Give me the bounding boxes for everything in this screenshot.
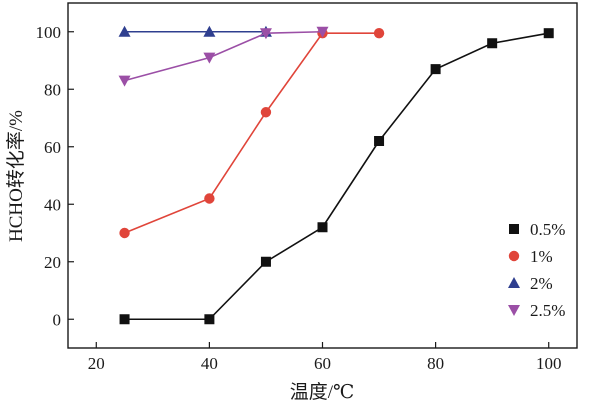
legend-marker — [508, 305, 520, 316]
legend-item: 0.5% — [509, 220, 565, 239]
data-point — [317, 222, 328, 233]
data-point — [543, 28, 554, 39]
legend-label: 0.5% — [530, 220, 565, 239]
data-point — [260, 107, 272, 118]
y-axis-title: HCHO转化率/% — [5, 110, 27, 242]
data-point — [260, 256, 271, 267]
data-point — [316, 26, 329, 38]
x-tick-label: 40 — [201, 354, 218, 373]
legend-item: 2% — [508, 274, 553, 293]
legend-item: 1% — [508, 247, 553, 266]
series-line — [124, 32, 380, 234]
y-tick-label: 20 — [44, 253, 61, 272]
series-line — [124, 30, 323, 82]
x-tick-label: 60 — [314, 354, 331, 373]
y-tick-label: 100 — [36, 23, 62, 42]
series-2% — [118, 25, 272, 37]
y-tick-label: 0 — [53, 310, 62, 329]
data-point — [487, 38, 498, 49]
data-point — [203, 52, 216, 64]
series-layer — [118, 25, 554, 325]
data-point — [204, 193, 215, 204]
data-point — [373, 27, 385, 39]
data-point — [203, 25, 216, 37]
legend-marker — [509, 224, 519, 234]
data-point — [118, 25, 131, 37]
data-point — [430, 64, 441, 75]
series-line — [124, 32, 549, 321]
data-point — [259, 28, 272, 40]
plot-frame — [67, 2, 578, 349]
data-point — [119, 314, 130, 325]
series-2.5% — [118, 26, 329, 87]
data-point — [374, 136, 385, 146]
data-point — [119, 227, 130, 239]
data-point — [118, 75, 131, 87]
y-axis: 0 20 40 60 80 100 — [36, 23, 74, 329]
y-tick-label: 40 — [44, 195, 61, 214]
legend-marker — [508, 250, 520, 262]
y-tick-label: 60 — [44, 138, 61, 157]
x-tick-label: 20 — [88, 354, 105, 373]
y-tick-label: 80 — [44, 80, 61, 99]
legend-label: 1% — [530, 247, 553, 266]
x-axis: 20 40 60 80 100 — [88, 342, 562, 373]
legend-item: 2.5% — [508, 301, 565, 320]
data-point — [204, 314, 215, 325]
series-1% — [119, 27, 385, 239]
legend: 0.5% 1% 2% 2.5% — [508, 220, 565, 320]
series-0.5% — [119, 28, 554, 325]
x-tick-label: 80 — [427, 354, 444, 373]
x-tick-label: 100 — [536, 354, 562, 373]
legend-label: 2% — [530, 274, 553, 293]
legend-label: 2.5% — [530, 301, 565, 320]
x-axis-title: 温度/℃ — [290, 381, 355, 403]
legend-marker — [508, 277, 520, 288]
